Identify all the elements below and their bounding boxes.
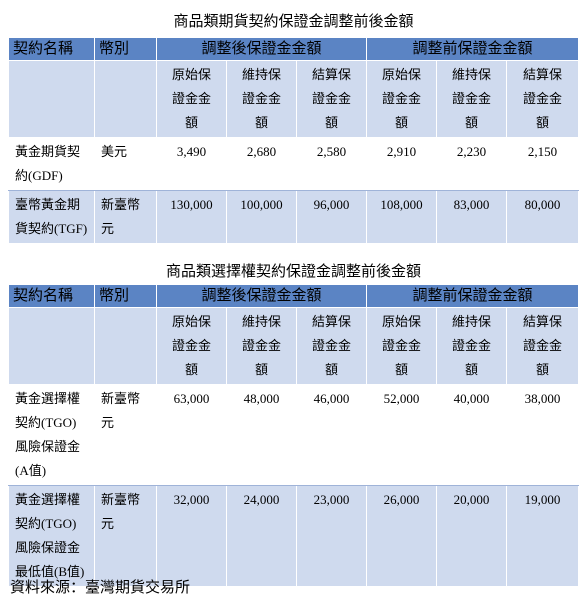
header-row: 契約名稱 幣別 調整後保證金金額 調整前保證金金額 xyxy=(8,37,580,61)
header-cell: 調整後保證金金額 xyxy=(155,37,368,61)
number-cell: 48,000 xyxy=(226,384,297,486)
header-cell: 調整前保證金金額 xyxy=(366,37,580,61)
text-cell: 美元 xyxy=(94,137,157,191)
source-note: 資料來源：臺灣期貨交易所 xyxy=(10,580,191,596)
text-cell: 新臺幣元 xyxy=(94,384,157,486)
number-cell: 2,580 xyxy=(295,137,368,191)
subheader-cell: 維持保證金金額 xyxy=(226,307,297,385)
number-cell: 24,000 xyxy=(226,485,297,587)
number-cell: 80,000 xyxy=(506,190,580,244)
subheader-cell: 原始保證金金額 xyxy=(366,60,438,138)
subheader-row: 原始保證金金額 維持保證金金額 結算保證金金額 原始保證金金額 維持保證金金額 結算保證金… xyxy=(8,307,580,385)
number-cell: 19,000 xyxy=(506,485,580,587)
subheader-row: 原始保證金金額 維持保證金金額 結算保證金金額 原始保證金金額 維持保證金金額 結算保證金… xyxy=(8,60,580,138)
number-cell: 108,000 xyxy=(366,190,438,244)
table: 契約名稱 幣別 調整後保證金金額 調整前保證金金額 原始保證金金額 維持保證金金額 結算保證… xyxy=(8,284,580,587)
subheader-cell: 結算保證金金額 xyxy=(506,60,580,138)
subheader-cell: 原始保證金金額 xyxy=(156,307,227,385)
header-cell: 幣別 xyxy=(94,284,157,308)
number-cell: 23,000 xyxy=(295,485,368,587)
number-cell: 52,000 xyxy=(366,384,438,486)
number-cell: 40,000 xyxy=(436,384,508,486)
empty-cell xyxy=(94,60,157,138)
number-cell: 26,000 xyxy=(366,485,438,587)
subheader-cell: 結算保證金金額 xyxy=(295,60,368,138)
text-cell: 臺幣黃金期貨契約(TGF) xyxy=(8,190,95,244)
header-cell: 契約名稱 xyxy=(8,284,95,308)
data-row: 黃金選擇權契約(TGO)風險保證金最低值(B值) 新臺幣元 32,000 24,000… xyxy=(8,485,580,587)
text-cell: 黃金期貨契約(GDF) xyxy=(8,137,95,191)
table-title: 商品類選擇權契約保證金調整前後金額 xyxy=(165,264,421,280)
header-row: 契約名稱 幣別 調整後保證金金額 調整前保證金金額 xyxy=(8,284,580,308)
empty-cell xyxy=(8,307,95,385)
number-cell: 2,230 xyxy=(436,137,508,191)
number-cell: 100,000 xyxy=(226,190,297,244)
data-row: 黃金期貨契約(GDF) 美元 3,490 2,680 2,580 2,910 2,230 2,… xyxy=(8,137,580,191)
number-cell: 3,490 xyxy=(156,137,227,191)
subheader-cell: 維持保證金金額 xyxy=(436,307,508,385)
subheader-cell: 原始保證金金額 xyxy=(366,307,438,385)
text-cell: 黃金選擇權契約(TGO)風險保證金最低值(B值) xyxy=(8,485,95,587)
number-cell: 83,000 xyxy=(436,190,508,244)
data-row: 臺幣黃金期貨契約(TGF) 新臺幣元 130,000 100,000 96,000 108… xyxy=(8,190,580,244)
subheader-cell: 結算保證金金額 xyxy=(295,307,368,385)
number-cell: 20,000 xyxy=(436,485,508,587)
number-cell: 38,000 xyxy=(506,384,580,486)
number-cell: 32,000 xyxy=(156,485,227,587)
text-cell: 新臺幣元 xyxy=(94,190,157,244)
header-cell: 契約名稱 xyxy=(8,37,95,61)
number-cell: 2,680 xyxy=(226,137,297,191)
table: 契約名稱 幣別 調整後保證金金額 調整前保證金金額 原始保證金金額 維持保證金金額 結算保證… xyxy=(8,37,580,244)
empty-cell xyxy=(94,307,157,385)
number-cell: 46,000 xyxy=(295,384,368,486)
number-cell: 96,000 xyxy=(295,190,368,244)
empty-cell xyxy=(8,60,95,138)
number-cell: 2,150 xyxy=(506,137,580,191)
subheader-cell: 維持保證金金額 xyxy=(226,60,297,138)
header-cell: 調整前保證金金額 xyxy=(366,284,580,308)
subheader-cell: 結算保證金金額 xyxy=(506,307,580,385)
header-cell: 幣別 xyxy=(94,37,157,61)
number-cell: 63,000 xyxy=(156,384,227,486)
number-cell: 130,000 xyxy=(156,190,227,244)
number-cell: 2,910 xyxy=(366,137,438,191)
subheader-cell: 維持保證金金額 xyxy=(436,60,508,138)
header-cell: 調整後保證金金額 xyxy=(155,284,368,308)
text-cell: 黃金選擇權契約(TGO)風險保證金(A值) xyxy=(8,384,95,486)
table-title: 商品類期貨契約保證金調整前後金額 xyxy=(173,14,414,30)
text-cell: 新臺幣元 xyxy=(94,485,157,587)
subheader-cell: 原始保證金金額 xyxy=(156,60,227,138)
data-row: 黃金選擇權契約(TGO)風險保證金(A值) 新臺幣元 63,000 48,000 46,… xyxy=(8,384,580,486)
